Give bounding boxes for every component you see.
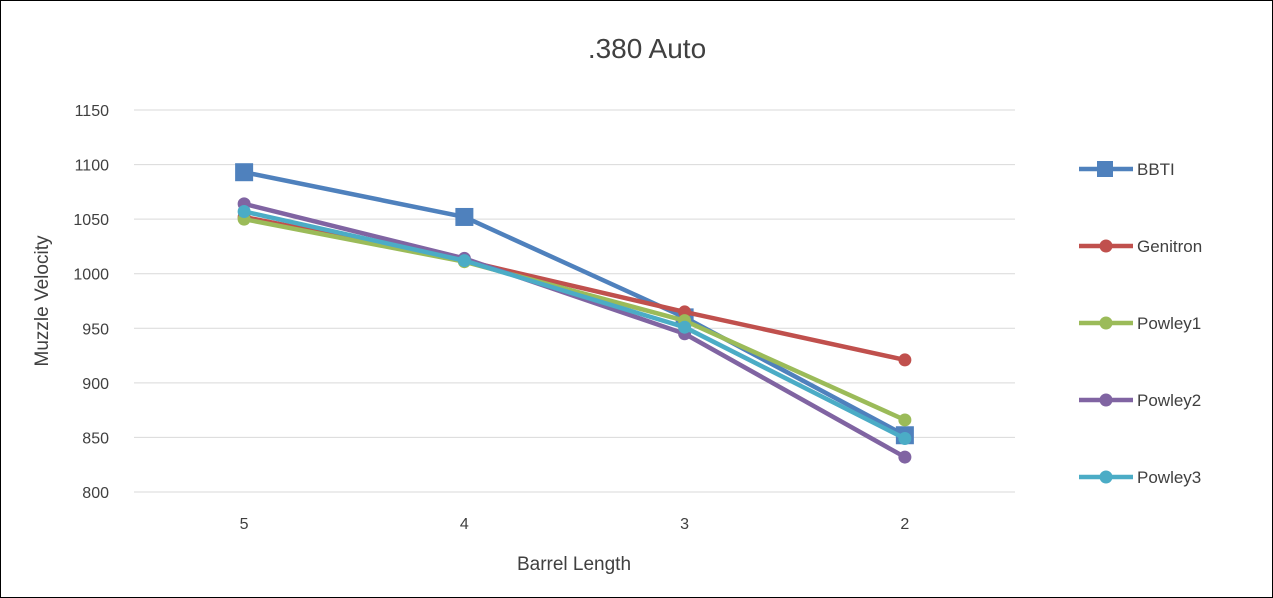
series-bbti [235,163,914,444]
data-point-marker [898,353,911,366]
legend-marker [1100,471,1113,484]
y-axis-ticks: 800 850 900 950 1000 1050 1100 1150 [73,103,109,502]
chart-title: .380 Auto [588,33,706,64]
legend-label: Powley1 [1137,314,1201,333]
series-line [244,204,905,457]
x-axis-ticks: 5 4 3 2 [240,516,910,533]
legend-label: BBTI [1137,160,1175,179]
y-tick-label: 800 [82,485,109,502]
y-tick-label: 900 [82,376,109,393]
legend-marker [1097,161,1113,177]
data-point-marker [455,208,473,226]
legend-label: Powley2 [1137,391,1201,410]
data-point-marker [898,432,911,445]
legend-label: Powley3 [1137,468,1201,487]
legend-item-bbti: BBTI [1079,160,1175,179]
legend-marker [1100,240,1113,253]
series-line [244,212,905,439]
data-point-marker [238,205,251,218]
y-axis-title: Muzzle Velocity [32,235,53,366]
data-point-marker [898,451,911,464]
series-powley3 [238,205,912,445]
legend-item-powley1: Powley1 [1079,314,1201,333]
y-tick-label: 1000 [73,267,109,284]
x-tick-label: 2 [900,516,909,533]
series-powley1 [238,213,912,427]
series-line [244,172,905,435]
data-point-marker [678,321,691,334]
data-point-marker [458,254,471,267]
y-tick-label: 1100 [75,158,110,175]
legend-item-powley3: Powley3 [1079,468,1201,487]
legend-marker [1100,394,1113,407]
y-tick-label: 1050 [73,212,109,229]
y-tick-label: 950 [82,321,109,338]
data-point-marker [235,163,253,181]
gridlines [134,110,1015,492]
legend-item-genitron: Genitron [1079,237,1202,256]
x-tick-label: 5 [240,516,249,533]
legend-label: Genitron [1137,237,1202,256]
legend: BBTI Genitron Powley1 Powley2 Powley3 [1079,160,1202,487]
x-tick-label: 4 [460,516,469,533]
x-tick-label: 3 [680,516,689,533]
series-lines [235,163,914,463]
y-tick-label: 850 [82,430,109,447]
x-axis-title: Barrel Length [517,554,631,575]
legend-marker [1100,317,1113,330]
legend-item-powley2: Powley2 [1079,391,1201,410]
data-point-marker [898,413,911,426]
y-tick-label: 1150 [75,103,110,120]
